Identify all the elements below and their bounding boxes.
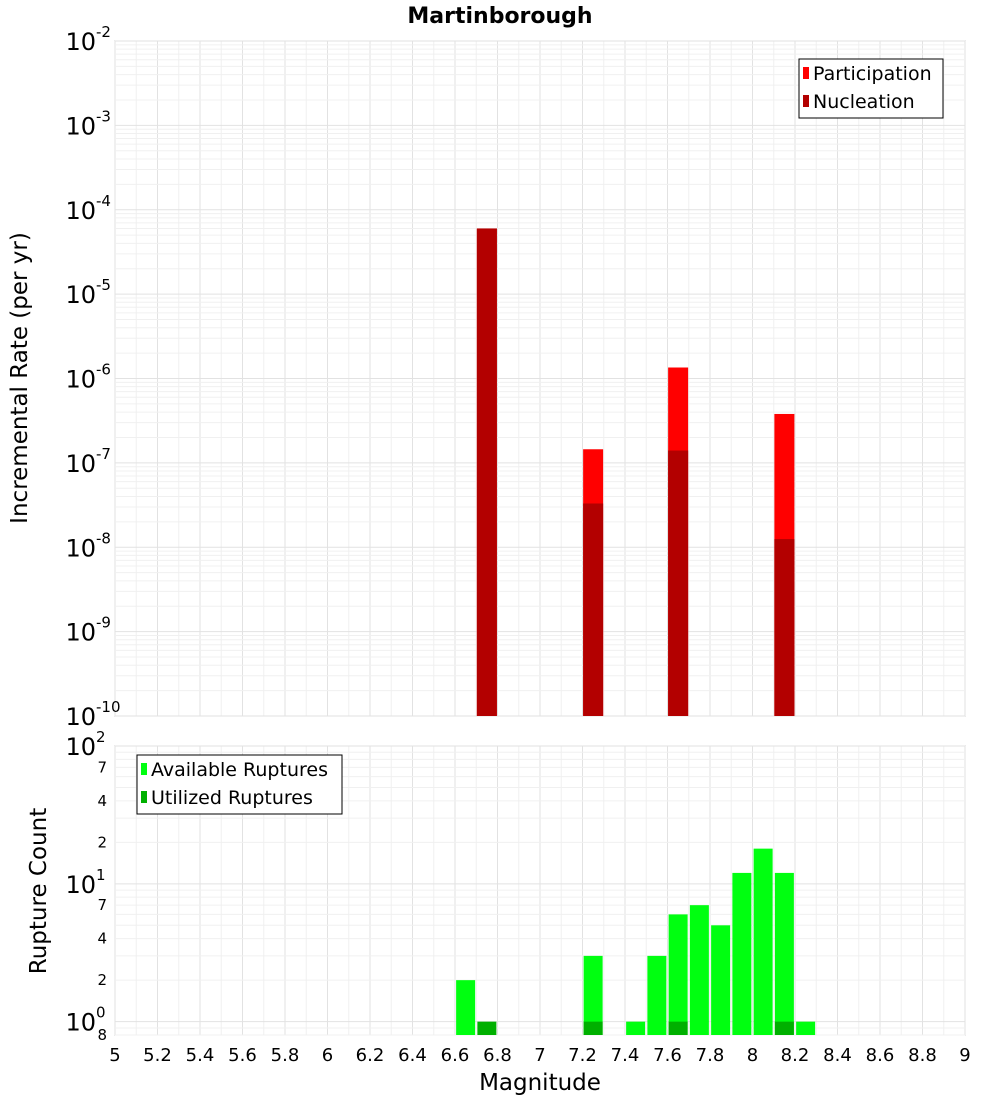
- x-axis-label: Magnitude: [479, 1070, 601, 1096]
- bottom-legend: Available Ruptures Utilized Ruptures: [136, 754, 343, 815]
- bottom-legend-box: [136, 754, 343, 815]
- bottom-y-minor-tick-label: 7: [97, 896, 107, 914]
- top-bars: [476, 228, 795, 716]
- bottom-y-minor-tick-label: 4: [97, 792, 107, 810]
- top-y-tick-exponent: -5: [96, 276, 111, 294]
- available-ruptures-bar: [732, 872, 752, 1035]
- top-y-tick-exponent: -7: [96, 445, 111, 463]
- bottom-y-tick-exponent: 1: [96, 866, 106, 884]
- top-legend: Participation Nucleation: [798, 58, 944, 119]
- x-tick-label: 8.8: [908, 1045, 937, 1066]
- x-tick-label: 6.8: [483, 1045, 512, 1066]
- x-tick-label: 8.6: [866, 1045, 895, 1066]
- x-tick-label: 7.6: [653, 1045, 682, 1066]
- top-y-tick-exponent: -3: [96, 107, 111, 125]
- legend-nucleation-label: Nucleation: [813, 91, 915, 113]
- top-y-axis-label: Incremental Rate (per yr): [7, 232, 33, 524]
- available-ruptures-bar: [796, 1021, 816, 1035]
- top-y-tick-exponent: -10: [96, 698, 121, 716]
- top-panel: 10-210-310-410-510-610-710-810-910-10 In…: [7, 23, 966, 731]
- bottom-y-minor-tick-label: 2: [97, 971, 107, 989]
- bottom-bars: [456, 848, 816, 1035]
- legend-participation-swatch: [803, 67, 809, 79]
- bottom-y-tick-label: 10: [65, 871, 96, 899]
- bottom-y-minor-tick-label: 2: [97, 833, 107, 851]
- top-y-tick-label: 10: [65, 534, 96, 562]
- x-tick-label: 7.2: [568, 1045, 597, 1066]
- legend-utilized-label: Utilized Ruptures: [151, 787, 313, 809]
- legend-available-swatch: [141, 763, 147, 775]
- x-tick-label: 6: [322, 1045, 333, 1066]
- legend-nucleation-swatch: [803, 95, 809, 107]
- x-ticks: 5 5.2 5.4 5.6 5.8 6 6.2 6.4 6.6 6.8 7 7.2 7.4 7.6 7.8 8…: [109, 1045, 970, 1066]
- x-tick-label: 6.6: [441, 1045, 470, 1066]
- top-y-tick-label: 10: [65, 112, 96, 140]
- legend-utilized-swatch: [141, 791, 147, 803]
- x-tick-label: 8.2: [781, 1045, 810, 1066]
- bottom-y-tick-exponent: 2: [96, 728, 106, 746]
- nucleation-bar: [583, 503, 604, 716]
- x-tick-label: 5.2: [143, 1045, 172, 1066]
- bottom-y-minor-tick-label: 7: [97, 758, 107, 776]
- x-tick-label: 6.4: [398, 1045, 427, 1066]
- top-y-tick-label: 10: [65, 366, 96, 394]
- top-y-tick-label: 10: [65, 619, 96, 647]
- top-y-tick-label: 10: [65, 281, 96, 309]
- bottom-y-axis-label: Rupture Count: [26, 808, 52, 974]
- utilized-ruptures-bar: [477, 1021, 497, 1035]
- available-ruptures-bar: [711, 925, 731, 1035]
- x-tick-label: 6.2: [356, 1045, 385, 1066]
- top-y-tick-exponent: -8: [96, 529, 111, 547]
- x-tick-label: 9: [959, 1045, 970, 1066]
- legend-available-label: Available Ruptures: [151, 759, 328, 781]
- x-tick-label: 7.4: [611, 1045, 640, 1066]
- x-tick-label: 5: [109, 1045, 120, 1066]
- bottom-y-minor-tick-label: 4: [97, 930, 107, 948]
- legend-participation-label: Participation: [813, 63, 932, 85]
- utilized-ruptures-bar: [583, 1021, 603, 1035]
- top-y-tick-exponent: -6: [96, 361, 111, 379]
- x-tick-label: 7: [534, 1045, 545, 1066]
- x-tick-label: 7.8: [696, 1045, 725, 1066]
- available-ruptures-bar: [689, 905, 709, 1035]
- bottom-y-tick-label: 10: [65, 733, 96, 761]
- nucleation-bar: [774, 539, 795, 716]
- x-tick-label: 5.8: [271, 1045, 300, 1066]
- top-y-tick-exponent: -4: [96, 192, 111, 210]
- nucleation-bar: [668, 450, 689, 716]
- available-ruptures-bar: [668, 914, 688, 1035]
- top-y-tick-label: 10: [65, 450, 96, 478]
- top-grid: [114, 40, 966, 717]
- x-tick-label: 5.6: [228, 1045, 257, 1066]
- available-ruptures-bar: [647, 955, 667, 1035]
- bottom-y-minor-tick-label: 8: [97, 1026, 107, 1044]
- top-y-tick-label: 10: [65, 703, 96, 731]
- top-y-tick-label: 10: [65, 197, 96, 225]
- nucleation-bar: [476, 228, 497, 716]
- utilized-ruptures-bar: [668, 1021, 688, 1035]
- top-y-tick-exponent: -9: [96, 614, 111, 632]
- available-ruptures-bar: [626, 1021, 646, 1035]
- top-y-ticks: 10-210-310-410-510-610-710-810-910-10: [65, 23, 120, 731]
- bottom-y-tick-exponent: 0: [96, 1004, 106, 1022]
- top-y-tick-exponent: -2: [96, 23, 111, 41]
- chart-title: Martinborough: [407, 4, 592, 29]
- available-ruptures-bar: [456, 980, 476, 1035]
- top-y-tick-label: 10: [65, 28, 96, 56]
- x-tick-label: 8.4: [823, 1045, 852, 1066]
- available-ruptures-bar: [583, 955, 603, 1035]
- available-ruptures-bar: [753, 848, 773, 1035]
- utilized-ruptures-bar: [774, 1021, 794, 1035]
- top-legend-box: [798, 58, 944, 119]
- x-tick-label: 5.4: [186, 1045, 215, 1066]
- x-tick-label: 8: [747, 1045, 758, 1066]
- available-ruptures-bar: [774, 872, 794, 1035]
- bottom-y-tick-label: 10: [65, 1009, 96, 1037]
